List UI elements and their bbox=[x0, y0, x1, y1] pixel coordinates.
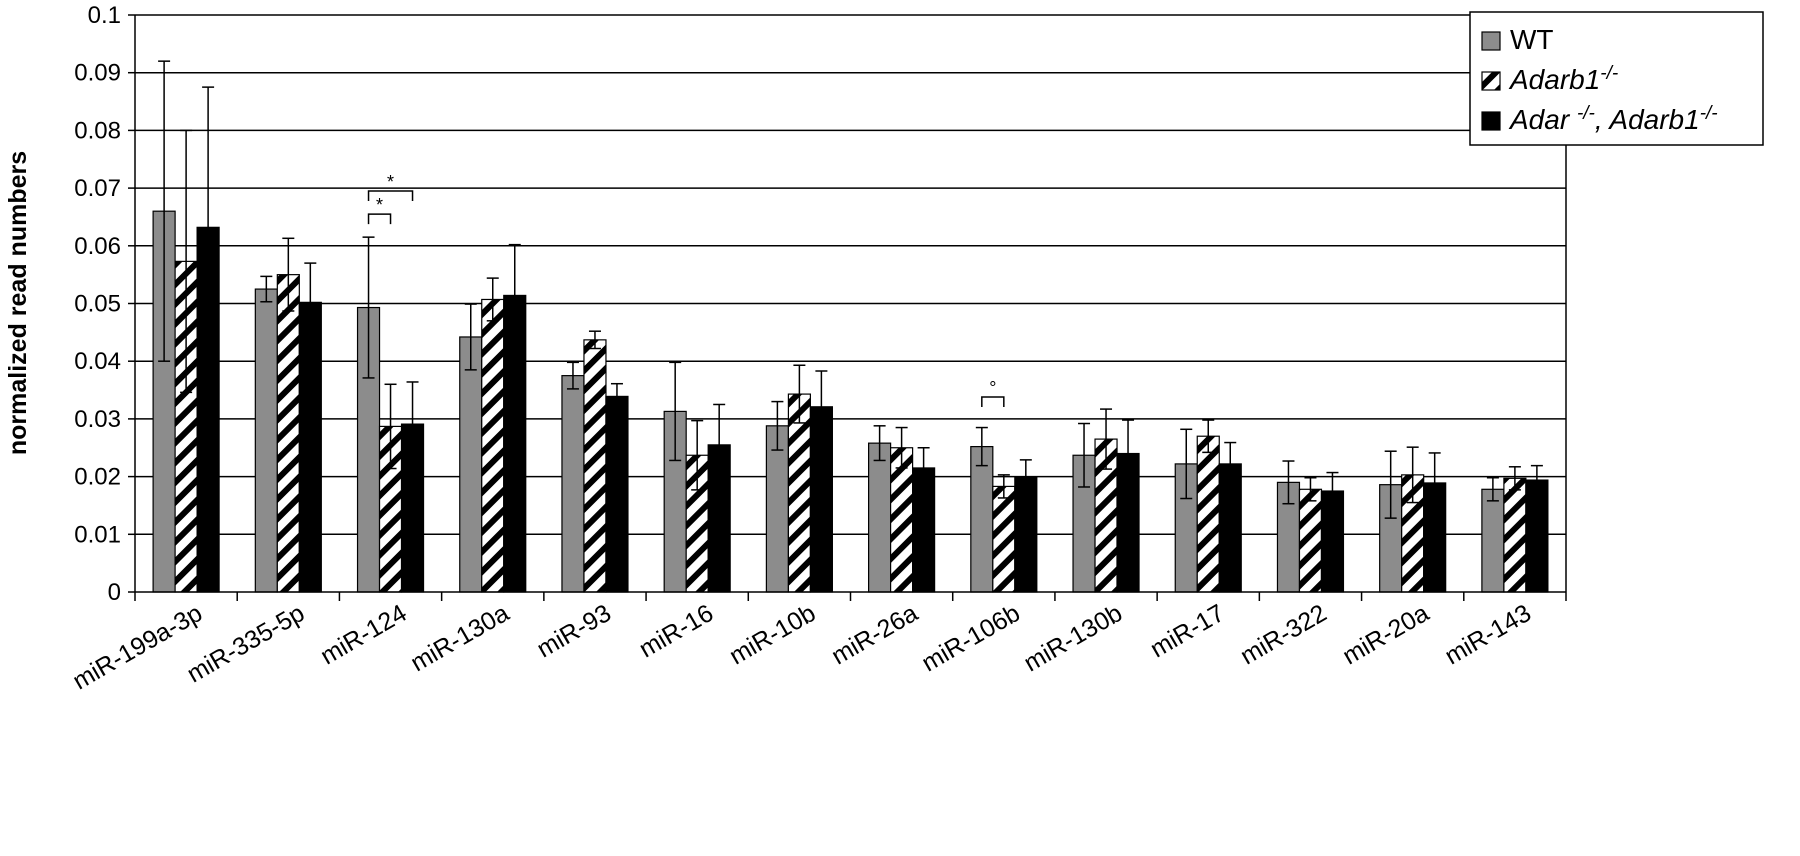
x-tick-label: miR-17 bbox=[1145, 599, 1229, 664]
y-tick-label: 0.01 bbox=[74, 521, 121, 548]
x-tick-label: miR-106b bbox=[917, 599, 1025, 677]
legend-superscript: -/- bbox=[1700, 103, 1718, 124]
x-tick-label: miR-26a bbox=[827, 599, 923, 671]
legend-superscript: -/- bbox=[1577, 103, 1595, 124]
x-tick-label: miR-10b bbox=[725, 599, 821, 670]
significance-markers: ** ° bbox=[367, 172, 1005, 407]
x-tick-label: miR-322 bbox=[1236, 599, 1332, 670]
y-axis-title: normalized read numbers bbox=[4, 151, 32, 455]
legend-text-part: Adar bbox=[1508, 104, 1577, 135]
x-tick-label: miR-124 bbox=[316, 599, 412, 671]
legend-text-part: , Adarb1 bbox=[1595, 104, 1700, 135]
y-tick-label: 0.09 bbox=[74, 60, 121, 87]
legend-swatch bbox=[1481, 31, 1501, 51]
bar bbox=[1481, 488, 1505, 593]
significance-label: ° bbox=[989, 378, 996, 398]
significance-bracket bbox=[981, 396, 1005, 407]
x-tick-label: miR-93 bbox=[532, 599, 616, 664]
y-tick-label: 0.03 bbox=[74, 406, 121, 433]
bar bbox=[254, 288, 278, 593]
bar bbox=[276, 274, 300, 593]
bar bbox=[1196, 435, 1220, 593]
bar bbox=[992, 485, 1016, 593]
y-tick-label: 0 bbox=[108, 579, 121, 606]
bar bbox=[1503, 477, 1527, 593]
legend-swatch bbox=[1481, 111, 1501, 131]
y-tick-label: 0.04 bbox=[74, 348, 121, 375]
significance-label: * bbox=[387, 172, 394, 192]
significance-bracket bbox=[367, 190, 414, 201]
x-tick-label: miR-130a bbox=[406, 599, 514, 677]
bar bbox=[1525, 479, 1549, 593]
legend-box bbox=[1469, 11, 1764, 146]
bar bbox=[583, 339, 607, 593]
significance-bracket bbox=[367, 213, 392, 225]
x-tick-label: miR-20a bbox=[1338, 599, 1434, 671]
y-tick-label: 0.02 bbox=[74, 464, 121, 491]
bar bbox=[787, 393, 811, 593]
legend-label: Adar -/-, Adarb1-/- bbox=[1508, 103, 1718, 136]
bar bbox=[459, 336, 483, 593]
y-tick-label: 0.07 bbox=[74, 175, 121, 202]
bar bbox=[561, 375, 585, 593]
bar bbox=[970, 445, 994, 593]
legend-text-part: WT bbox=[1510, 24, 1554, 55]
x-tick-label: miR-16 bbox=[634, 599, 718, 664]
y-tick-label: 0.08 bbox=[74, 117, 121, 144]
y-tick-label: 0.1 bbox=[88, 2, 121, 29]
x-tick-label: miR-335-5p bbox=[182, 599, 309, 689]
gridlines bbox=[135, 14, 1567, 592]
significance-label: * bbox=[376, 195, 383, 215]
legend-label: Adarb1-/- bbox=[1508, 63, 1618, 96]
x-tick-label: miR-199a-3p bbox=[68, 599, 207, 696]
bars bbox=[152, 60, 1549, 593]
bar bbox=[298, 301, 322, 593]
bar bbox=[1298, 488, 1323, 593]
bar bbox=[890, 447, 914, 593]
x-tick-label: miR-143 bbox=[1440, 599, 1536, 670]
y-tick-label: 0.06 bbox=[74, 233, 121, 260]
y-tick-label: 0.05 bbox=[74, 291, 121, 318]
legend-label: WT bbox=[1510, 24, 1554, 55]
legend-swatch bbox=[1481, 71, 1501, 91]
bar bbox=[868, 442, 892, 593]
bar bbox=[605, 395, 629, 593]
legend-superscript: -/- bbox=[1600, 63, 1618, 84]
x-tick-label: miR-130b bbox=[1019, 599, 1127, 677]
legend-text-part: Adarb1 bbox=[1508, 64, 1600, 95]
bar bbox=[481, 298, 505, 593]
